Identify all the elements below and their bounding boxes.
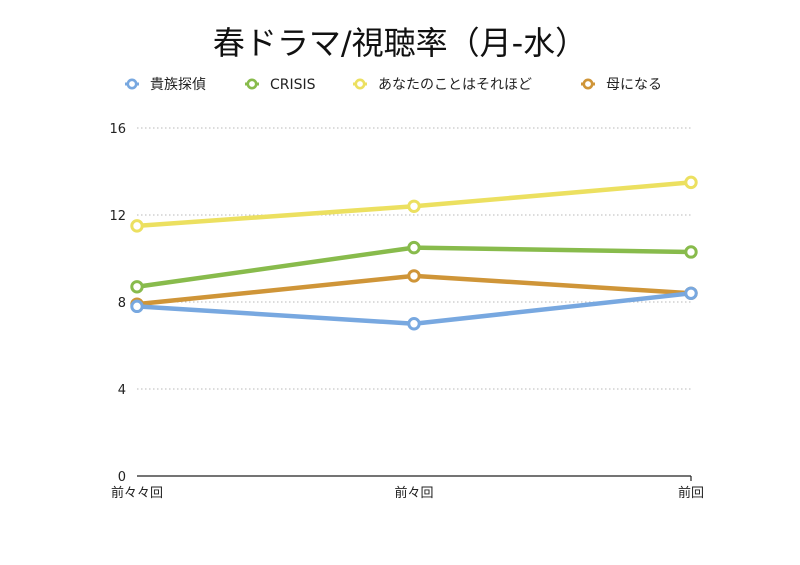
data-point	[407, 199, 421, 214]
y-tick-label: 4	[118, 383, 126, 398]
series-group	[130, 175, 698, 331]
y-axis-ticks: 0 4 8 12 16	[109, 122, 126, 485]
data-point	[130, 280, 144, 294]
legend-label: CRISIS	[270, 77, 316, 93]
y-tick-label: 16	[109, 122, 126, 137]
legend: 貴族探偵 CRISIS あなたのことはそれほど 母になる	[125, 77, 662, 93]
data-point	[130, 219, 144, 233]
data-point	[407, 317, 421, 331]
legend-label: あなたのことはそれほど	[378, 77, 532, 93]
gridlines	[137, 127, 691, 390]
legend-item: 貴族探偵	[125, 77, 206, 93]
x-tick-label: 前々回	[394, 485, 433, 501]
data-point	[684, 245, 698, 259]
legend-item: CRISIS	[245, 77, 316, 93]
data-point	[684, 175, 698, 190]
legend-item: 母になる	[581, 77, 662, 93]
x-axis-ticks: 前々々回 前々回 前回	[111, 485, 704, 501]
legend-item: あなたのことはそれほど	[353, 77, 532, 93]
x-tick-label: 前回	[678, 485, 704, 501]
y-tick-label: 0	[118, 470, 126, 485]
y-tick-label: 8	[118, 296, 126, 311]
data-point	[130, 299, 144, 314]
legend-swatch-marker	[582, 78, 594, 90]
data-point	[684, 286, 698, 300]
legend-swatch-marker	[354, 78, 366, 90]
legend-label: 母になる	[606, 77, 662, 93]
data-point	[407, 269, 421, 283]
y-tick-label: 12	[109, 209, 126, 224]
chart-title: 春ドラマ/視聴率（月-水）	[213, 24, 587, 62]
legend-swatch-marker	[126, 78, 138, 90]
legend-swatch-marker	[246, 78, 258, 90]
axes	[137, 475, 692, 481]
data-point	[407, 240, 421, 255]
legend-label: 貴族探偵	[150, 77, 206, 93]
x-tick-label: 前々々回	[111, 485, 163, 501]
